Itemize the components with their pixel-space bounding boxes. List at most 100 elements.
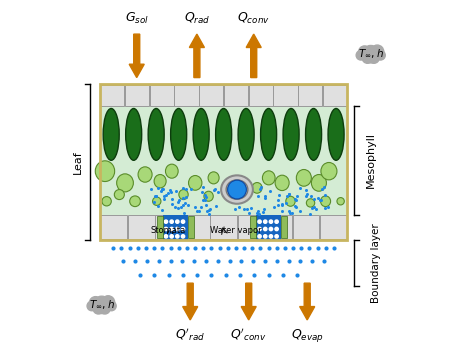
Circle shape bbox=[176, 220, 179, 223]
Ellipse shape bbox=[189, 175, 202, 190]
Ellipse shape bbox=[226, 180, 248, 199]
Ellipse shape bbox=[275, 175, 289, 191]
Ellipse shape bbox=[261, 109, 277, 160]
Text: Boundary layer: Boundary layer bbox=[371, 223, 381, 303]
Text: $Q_\mathregular{rad}$: $Q_\mathregular{rad}$ bbox=[184, 11, 210, 26]
Bar bbox=[174, 84, 199, 106]
Circle shape bbox=[358, 46, 371, 58]
Ellipse shape bbox=[102, 197, 111, 206]
Bar bbox=[188, 216, 194, 238]
Ellipse shape bbox=[117, 174, 133, 192]
Ellipse shape bbox=[320, 196, 330, 207]
Text: Leaf: Leaf bbox=[73, 150, 83, 174]
Ellipse shape bbox=[165, 164, 178, 178]
Circle shape bbox=[269, 227, 273, 231]
Bar bbox=[256, 215, 281, 240]
FancyArrow shape bbox=[129, 34, 144, 78]
Text: $T_\infty,h$: $T_\infty,h$ bbox=[89, 299, 115, 311]
Circle shape bbox=[269, 235, 273, 238]
Circle shape bbox=[182, 227, 185, 231]
Bar bbox=[292, 215, 319, 239]
Bar bbox=[100, 84, 124, 106]
Circle shape bbox=[228, 180, 246, 199]
Text: $Q_\mathregular{evap}$: $Q_\mathregular{evap}$ bbox=[291, 327, 324, 344]
Circle shape bbox=[107, 301, 116, 311]
Ellipse shape bbox=[95, 161, 115, 182]
Ellipse shape bbox=[204, 191, 213, 201]
Circle shape bbox=[264, 235, 267, 238]
Bar bbox=[155, 215, 182, 239]
Circle shape bbox=[176, 227, 179, 231]
Bar bbox=[183, 215, 210, 239]
Ellipse shape bbox=[328, 109, 344, 160]
Text: $T_\infty,h$: $T_\infty,h$ bbox=[358, 48, 383, 60]
Ellipse shape bbox=[103, 109, 119, 160]
Circle shape bbox=[87, 301, 97, 311]
Circle shape bbox=[362, 45, 379, 63]
Bar bbox=[210, 215, 237, 239]
Circle shape bbox=[258, 227, 261, 231]
Circle shape bbox=[376, 51, 385, 60]
Bar bbox=[125, 84, 149, 106]
FancyArrow shape bbox=[246, 34, 261, 78]
Ellipse shape bbox=[216, 109, 232, 160]
Circle shape bbox=[182, 235, 185, 238]
Circle shape bbox=[170, 220, 173, 223]
Bar bbox=[100, 215, 127, 239]
Ellipse shape bbox=[286, 196, 295, 206]
Ellipse shape bbox=[296, 170, 311, 186]
Circle shape bbox=[275, 227, 278, 231]
Text: $Q'_\mathregular{conv}$: $Q'_\mathregular{conv}$ bbox=[230, 327, 267, 343]
Ellipse shape bbox=[154, 174, 166, 188]
FancyArrow shape bbox=[182, 283, 198, 320]
Ellipse shape bbox=[208, 172, 219, 184]
Circle shape bbox=[170, 235, 173, 238]
Circle shape bbox=[170, 227, 173, 231]
Ellipse shape bbox=[311, 174, 327, 191]
Ellipse shape bbox=[306, 109, 321, 160]
Ellipse shape bbox=[114, 190, 124, 200]
Circle shape bbox=[275, 235, 278, 238]
Text: $Q'_\mathregular{rad}$: $Q'_\mathregular{rad}$ bbox=[175, 327, 205, 343]
Ellipse shape bbox=[252, 183, 262, 193]
Bar bbox=[100, 84, 347, 240]
FancyArrow shape bbox=[190, 34, 204, 78]
Circle shape bbox=[275, 220, 278, 223]
Circle shape bbox=[164, 227, 168, 231]
Text: Stomata: Stomata bbox=[150, 226, 185, 235]
Circle shape bbox=[100, 303, 110, 314]
Bar bbox=[163, 215, 188, 240]
Bar bbox=[100, 106, 347, 215]
Circle shape bbox=[258, 235, 261, 238]
Bar bbox=[281, 216, 287, 238]
Ellipse shape bbox=[126, 109, 142, 160]
Ellipse shape bbox=[138, 167, 152, 182]
Bar bbox=[249, 84, 273, 106]
Bar bbox=[298, 84, 322, 106]
Ellipse shape bbox=[148, 109, 164, 160]
Circle shape bbox=[258, 220, 261, 223]
Ellipse shape bbox=[221, 175, 253, 204]
Bar bbox=[273, 84, 298, 106]
Ellipse shape bbox=[283, 109, 299, 160]
Circle shape bbox=[264, 220, 267, 223]
Circle shape bbox=[356, 51, 366, 60]
Text: Mesophyll: Mesophyll bbox=[366, 132, 376, 188]
Circle shape bbox=[164, 235, 168, 238]
Circle shape bbox=[182, 220, 185, 223]
Text: $G_\mathregular{sol}$: $G_\mathregular{sol}$ bbox=[125, 11, 149, 26]
Text: Water vapor: Water vapor bbox=[210, 226, 262, 235]
Circle shape bbox=[101, 296, 115, 309]
Circle shape bbox=[93, 303, 104, 314]
Text: $Q_\mathregular{conv}$: $Q_\mathregular{conv}$ bbox=[237, 11, 270, 26]
Circle shape bbox=[369, 53, 379, 63]
Circle shape bbox=[90, 297, 101, 309]
Ellipse shape bbox=[238, 109, 254, 160]
Ellipse shape bbox=[306, 199, 315, 207]
Bar bbox=[323, 84, 347, 106]
Circle shape bbox=[371, 45, 384, 58]
Circle shape bbox=[264, 227, 267, 231]
Bar bbox=[128, 215, 155, 239]
Bar bbox=[150, 84, 174, 106]
Bar bbox=[265, 215, 292, 239]
